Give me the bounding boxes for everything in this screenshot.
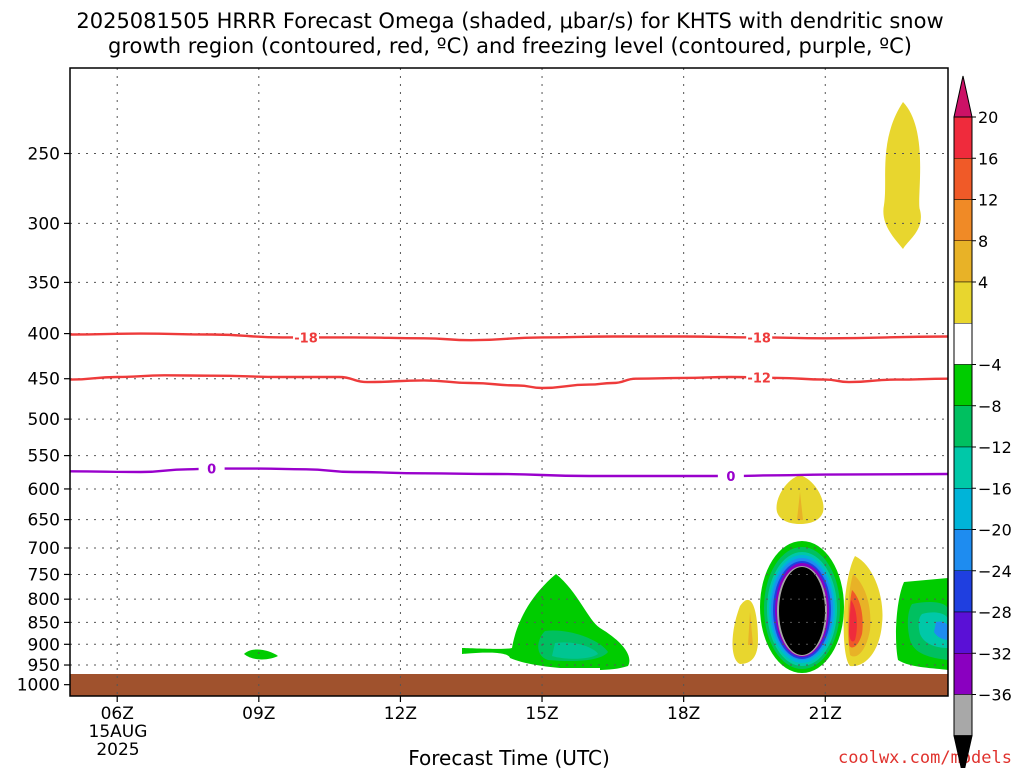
time-axis: 06Z 09Z 12Z 15Z 18Z 21Z bbox=[101, 696, 842, 724]
contour-label-minus12: -12 bbox=[747, 372, 771, 387]
y-tick-label-700: 700 bbox=[28, 539, 60, 559]
colorbar-segment bbox=[953, 364, 973, 406]
colorbar-label: −20 bbox=[978, 521, 1012, 540]
contour-lines: -18 -18 -12 0 0 bbox=[70, 329, 948, 485]
plot-frame bbox=[69, 67, 949, 697]
y-tick-label-350: 350 bbox=[28, 273, 60, 293]
colorbar-segment bbox=[953, 570, 973, 613]
colorbar-label: −28 bbox=[978, 603, 1012, 622]
credit-link[interactable]: coolwx.com/models bbox=[838, 748, 1012, 768]
y-tick-label-450: 450 bbox=[28, 370, 60, 390]
contour-label-bg bbox=[746, 369, 773, 386]
colorbar-segment bbox=[953, 323, 973, 365]
colorbar: 20 16 12 8 4 −4 −8 −12 −16 −20 −24 −28 −32 −36 bbox=[953, 75, 1012, 768]
colorbar-label: −16 bbox=[978, 479, 1012, 498]
x-tick-label-12Z: 12Z bbox=[384, 704, 417, 724]
contour-label-minus18: -18 bbox=[294, 331, 318, 346]
chart-title-line-1: 2025081505 HRRR Forecast Omega (shaded, … bbox=[76, 9, 943, 33]
colorbar-segment bbox=[953, 446, 973, 489]
omega-shading bbox=[244, 102, 948, 673]
y-tick-label-750: 750 bbox=[28, 565, 60, 585]
colorbar-label: −32 bbox=[978, 644, 1012, 663]
colorbar-label: 8 bbox=[978, 232, 988, 251]
y-tick-label-900: 900 bbox=[28, 635, 60, 655]
y-tick-label-600: 600 bbox=[28, 480, 60, 500]
x-tick-label-21Z: 21Z bbox=[809, 704, 842, 724]
colorbar-label: −24 bbox=[978, 562, 1012, 581]
x-tick-label-15Z: 15Z bbox=[525, 704, 558, 724]
x-date-day: 15AUG bbox=[89, 722, 148, 742]
y-tick-label-1000: 1000 bbox=[17, 676, 60, 696]
y-tick-label-850: 850 bbox=[28, 613, 60, 633]
plot-area: -18 -18 -12 0 0 bbox=[70, 68, 948, 696]
contour-label-minus18: -18 bbox=[747, 331, 771, 346]
contour-label-0: 0 bbox=[207, 463, 216, 478]
colorbar-label: 4 bbox=[978, 273, 988, 292]
y-tick-label-250: 250 bbox=[28, 144, 60, 164]
colorbar-segment bbox=[953, 611, 973, 654]
y-tick-label-650: 650 bbox=[28, 511, 60, 531]
colorbar-label: 16 bbox=[978, 149, 998, 168]
colorbar-segment bbox=[953, 199, 973, 241]
colorbar-label: 12 bbox=[978, 191, 998, 210]
y-tick-label-300: 300 bbox=[28, 214, 60, 234]
colorbar-label: −12 bbox=[978, 438, 1012, 457]
colorbar-segment bbox=[953, 158, 973, 200]
contour-label-bg bbox=[717, 467, 744, 484]
colorbar-top-arrow bbox=[953, 75, 973, 118]
x-tick-label-06Z: 06Z bbox=[101, 704, 134, 724]
colorbar-segment bbox=[953, 281, 973, 324]
x-tick-label-18Z: 18Z bbox=[667, 704, 700, 724]
x-axis-label: Forecast Time (UTC) bbox=[408, 746, 610, 768]
colorbar-segment bbox=[953, 116, 973, 159]
colorbar-label: −8 bbox=[978, 397, 1002, 416]
y-tick-label-550: 550 bbox=[28, 447, 60, 467]
contour-label-bg bbox=[198, 460, 225, 477]
colorbar-segment bbox=[953, 529, 973, 571]
colorbar-segment bbox=[953, 240, 973, 283]
contour-label-bg bbox=[293, 329, 320, 346]
colorbar-frame bbox=[953, 116, 973, 737]
surface-fill bbox=[70, 674, 948, 696]
colorbar-label: 20 bbox=[978, 108, 998, 127]
contour-minus12 bbox=[70, 374, 948, 390]
colorbar-label: −4 bbox=[978, 356, 1002, 375]
colorbar-segment bbox=[953, 488, 973, 530]
y-tick-label-400: 400 bbox=[28, 325, 60, 345]
y-tick-label-800: 800 bbox=[28, 590, 60, 610]
y-tick-label-500: 500 bbox=[28, 410, 60, 430]
x-tick-label-09Z: 09Z bbox=[242, 704, 275, 724]
colorbar-segment bbox=[953, 694, 973, 736]
y-tick-label-950: 950 bbox=[28, 656, 60, 676]
colorbar-segment bbox=[953, 653, 973, 695]
colorbar-label: −36 bbox=[978, 686, 1012, 705]
chart-title-line-2: growth region (contoured, red, ºC) and f… bbox=[108, 34, 912, 58]
x-date-year: 2025 bbox=[96, 740, 139, 760]
contour-label-0: 0 bbox=[726, 470, 735, 485]
colorbar-segment bbox=[953, 405, 973, 448]
contour-0 bbox=[70, 467, 948, 478]
contour-label-bg bbox=[746, 329, 773, 346]
pressure-axis: 2503003504004505005506006507007508008509… bbox=[17, 144, 70, 696]
